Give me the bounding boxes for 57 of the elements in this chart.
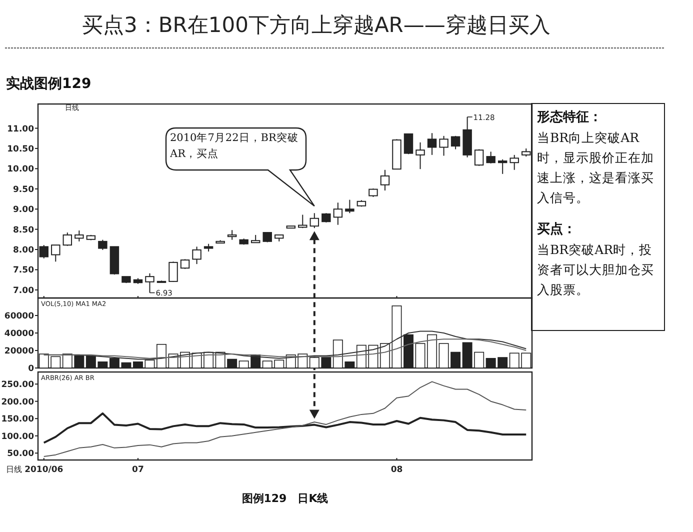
line-series [42, 412, 528, 444]
y-tick-label: 40000 [4, 329, 34, 339]
y-tick-label: 10.00 [7, 164, 34, 175]
candlestick [98, 239, 108, 250]
x-tick-label: 2010/06 [24, 465, 64, 475]
y-tick-label: 20000 [4, 346, 34, 356]
text: 当BR突破AR时，投资者可以大胆加仓买入股票。 [537, 241, 655, 299]
y-tick-label: 8.00 [13, 246, 34, 256]
text: 当BR向上突破AR时，显示股价正在加速上涨，这是看涨买入信号。 [537, 129, 655, 207]
candlestick [168, 261, 178, 282]
candlestick [74, 230, 84, 242]
annotation: 2010年7月22日，BR突破AR，买点 [170, 131, 300, 162]
candlestick [298, 214, 308, 229]
candlestick [345, 199, 354, 214]
candlestick [427, 132, 437, 156]
candlestick [180, 258, 190, 270]
y-tick-label: 10.50 [7, 144, 34, 154]
y-tick-label: 250.00 [1, 380, 34, 390]
x-tick-label: 08 [390, 465, 403, 475]
text: 买点： [537, 221, 577, 239]
y-tick-label: 0 [28, 364, 34, 374]
candlestick [310, 212, 320, 229]
y-tick-label: 200.00 [1, 397, 34, 408]
line-series [43, 381, 527, 458]
candlestick [380, 169, 390, 191]
line-series [43, 338, 527, 359]
candlestick [498, 158, 508, 174]
candlestick [227, 230, 237, 240]
y-tick-label: 11.00 [7, 124, 34, 134]
candlestick [474, 148, 484, 166]
candlestick [416, 142, 425, 170]
x-tick-label: 07 [132, 465, 144, 475]
chart-subtitle: 实战图例129 [6, 75, 92, 92]
y-tick-label: 9.50 [13, 184, 34, 195]
candlestick [510, 154, 519, 170]
candlestick [486, 151, 496, 164]
candlestick [192, 246, 202, 265]
text: 形态特征： [537, 109, 603, 127]
candlestick [322, 212, 331, 223]
y-tick-label: 50.00 [7, 449, 34, 460]
y-tick-label: 7.50 [13, 266, 34, 276]
text: 日线 [6, 465, 22, 474]
y-tick-label: 150.00 [1, 414, 34, 425]
y-tick-label: 9.00 [13, 205, 34, 216]
text: 图例129 日K线 [242, 492, 328, 505]
candlestick [450, 135, 460, 150]
callout: 2010年7月22日，BR突破AR，买点 [165, 127, 315, 207]
candlestick [62, 232, 72, 246]
candlestick [439, 135, 448, 156]
candlestick [404, 133, 414, 155]
y-tick-label: 8.50 [13, 225, 34, 236]
chart-title: 买点3：BR在100下方向上穿越AR——穿越日买入 [82, 13, 550, 37]
y-tick-label: 7.00 [13, 286, 34, 296]
y-tick-label: 100.00 [1, 432, 34, 442]
y-tick-label: 60000 [4, 312, 34, 322]
candlestick [333, 202, 343, 226]
candlestick [51, 244, 60, 262]
